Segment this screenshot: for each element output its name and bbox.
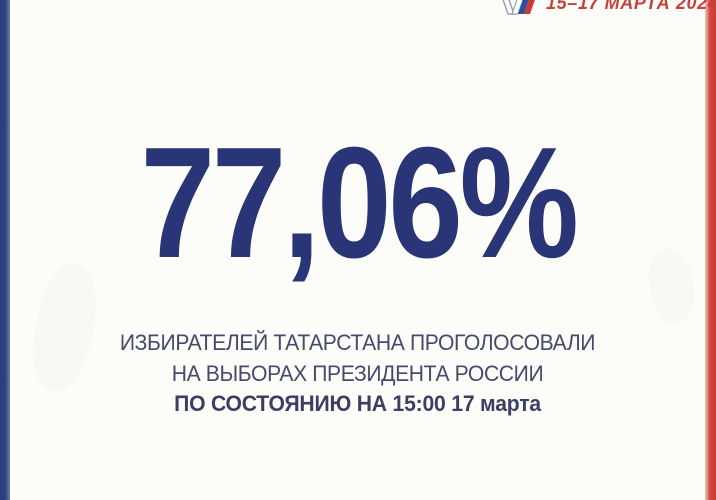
election-2024-v-flag-logo-icon: [492, 0, 544, 15]
turnout-description: ИЗБИРАТЕЛЕЙ ТАТАРСТАНА ПРОГОЛОСОВАЛИ НА …: [24, 328, 691, 420]
subtitle-line-3-timestamp: ПО СОСТОЯНИЮ НА 15:00 17 марта: [174, 391, 541, 416]
left-accent-bar: [0, 0, 10, 500]
right-accent-bar: [705, 0, 716, 500]
subtitle-line-2: НА ВЫБОРАХ ПРЕЗИДЕНТА РОССИИ: [171, 360, 544, 386]
subtitle-line-1: ИЗБИРАТЕЛЕЙ ТАТАРСТАНА ПРОГОЛОСОВАЛИ: [119, 330, 596, 355]
turnout-percentage-value: 77,06%: [140, 115, 578, 291]
election-dates-label: 15–17 МАРТА 2024: [546, 0, 716, 13]
